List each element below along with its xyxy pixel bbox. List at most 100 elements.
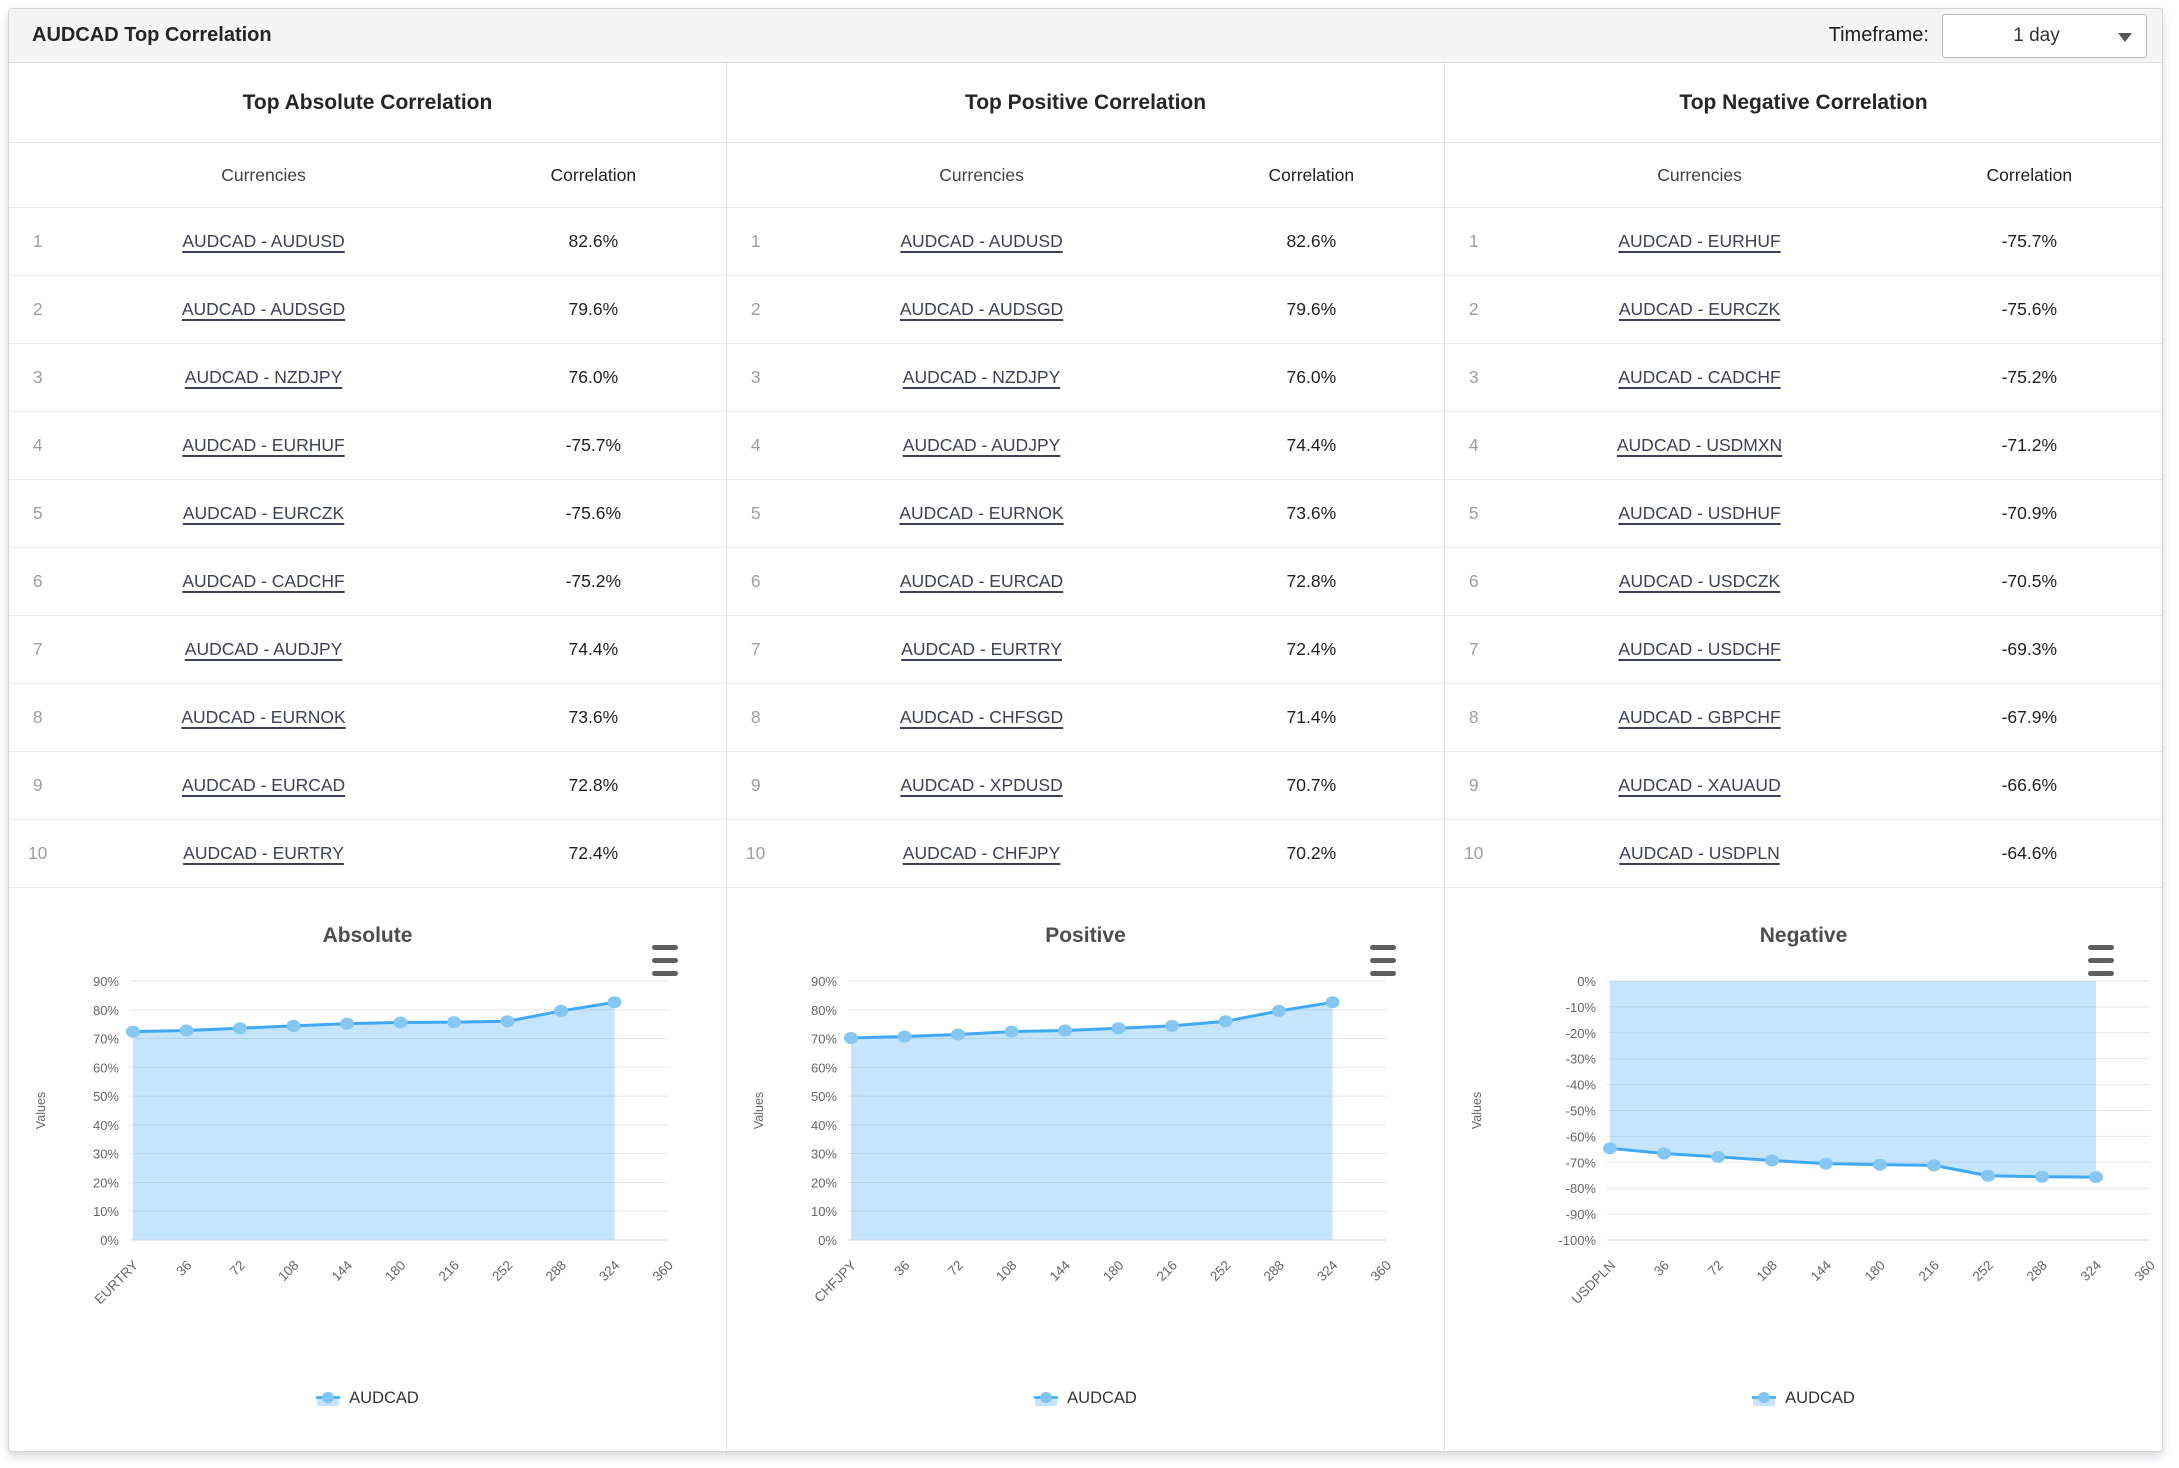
svg-text:30%: 30%: [811, 1147, 837, 1162]
svg-text:324: 324: [1314, 1257, 1341, 1284]
data-point-marker: [1165, 1019, 1179, 1032]
data-point-marker: [844, 1031, 858, 1044]
rank-cell: 8: [750, 707, 761, 727]
currency-pair-link[interactable]: AUDCAD - EURHUF: [1618, 231, 1781, 251]
table-row: 8 AUDCAD - GBPCHF -67.9%: [1445, 684, 2162, 752]
svg-text:-20%: -20%: [1566, 1026, 1597, 1041]
svg-text:288: 288: [543, 1258, 570, 1285]
svg-text:-100%: -100%: [1558, 1233, 1596, 1248]
currency-pair-link[interactable]: AUDCAD - AUDJPY: [902, 435, 1061, 455]
svg-text:-80%: -80%: [1566, 1181, 1597, 1196]
currency-pair-link[interactable]: AUDCAD - USDMXN: [1616, 435, 1783, 455]
svg-text:216: 216: [1154, 1258, 1181, 1285]
svg-text:60%: 60%: [811, 1060, 837, 1075]
currency-pair-link[interactable]: AUDCAD - NZDJPY: [902, 367, 1061, 387]
currency-pair-link[interactable]: AUDCAD - EURTRY: [901, 639, 1062, 659]
pair-cell: AUDCAD - AUDUSD: [66, 231, 460, 252]
svg-text:60%: 60%: [93, 1060, 119, 1075]
correlation-value: 82.6%: [1286, 231, 1337, 251]
correlation-value: 72.8%: [568, 775, 619, 795]
svg-text:-90%: -90%: [1566, 1207, 1597, 1222]
correlation-value: 76.0%: [568, 367, 619, 387]
panel-positive: Top Positive Correlation Currencies Corr…: [727, 63, 1445, 1451]
currency-pair-link[interactable]: AUDCAD - AUDUSD: [900, 231, 1063, 251]
currency-pair-link[interactable]: AUDCAD - EURCAD: [181, 775, 346, 795]
chart-menu-hamburger-icon[interactable]: [1370, 945, 1396, 976]
data-point-marker: [1111, 1022, 1126, 1035]
currency-pair-link[interactable]: AUDCAD - USDHUF: [1618, 503, 1781, 523]
currency-pair-link[interactable]: AUDCAD - EURNOK: [181, 707, 346, 727]
currency-pair-link[interactable]: AUDCAD - CADCHF: [182, 571, 345, 591]
svg-text:288: 288: [1261, 1258, 1288, 1285]
correlation-dashboard-card: AUDCAD Top Correlation Timeframe: 1 day …: [8, 8, 2163, 1452]
data-point-marker: [233, 1022, 247, 1035]
correlation-column-header: Correlation: [1268, 164, 1355, 185]
currency-pair-link[interactable]: AUDCAD - AUDJPY: [184, 639, 343, 659]
legend-item[interactable]: AUDCAD: [1445, 1384, 2162, 1412]
pair-cell: AUDCAD - AUDJPY: [66, 639, 460, 660]
svg-text:-60%: -60%: [1566, 1129, 1597, 1144]
data-point-marker: [1927, 1159, 1941, 1172]
currency-pair-link[interactable]: AUDCAD - GBPCHF: [1618, 707, 1781, 727]
panels: Top Absolute Correlation Currencies Corr…: [9, 63, 2162, 1451]
data-point-marker: [126, 1025, 140, 1038]
currency-pair-link[interactable]: AUDCAD - EURCZK: [182, 503, 345, 523]
currency-pair-link[interactable]: AUDCAD - AUDSGD: [899, 299, 1064, 319]
legend-item[interactable]: AUDCAD: [727, 1384, 1444, 1412]
currency-pair-link[interactable]: AUDCAD - AUDUSD: [182, 231, 345, 251]
currency-pair-link[interactable]: AUDCAD - EURNOK: [899, 503, 1064, 523]
data-point-marker: [607, 996, 622, 1009]
data-point-marker: [951, 1028, 965, 1041]
x-axis-labels: USDPLN 36 72 108 144 180 216 252 288 324 360: [1569, 1257, 2158, 1307]
table-row: 1 AUDCAD - AUDUSD 82.6%: [727, 208, 1444, 276]
table-row: 9 AUDCAD - EURCAD 72.8%: [9, 752, 726, 820]
legend-item[interactable]: AUDCAD: [9, 1384, 726, 1412]
currency-pair-link[interactable]: AUDCAD - CHFJPY: [902, 843, 1061, 863]
currency-pair-link[interactable]: AUDCAD - EURTRY: [183, 843, 344, 863]
chart-menu-hamburger-icon[interactable]: [2088, 945, 2114, 976]
gridlines: [130, 980, 668, 1241]
correlation-value: 71.4%: [1286, 707, 1337, 727]
pair-cell: AUDCAD - NZDJPY: [784, 367, 1178, 388]
pair-cell: AUDCAD - XPDUSD: [784, 775, 1178, 796]
x-axis-labels: CHFJPY 36 72 108 144 180 216 252 288 324 360: [811, 1257, 1394, 1305]
pair-cell: AUDCAD - CADCHF: [66, 571, 460, 592]
currency-pair-link[interactable]: AUDCAD - NZDJPY: [184, 367, 343, 387]
currency-pair-link[interactable]: AUDCAD - XPDUSD: [900, 775, 1063, 795]
table-title: Top Positive Correlation: [727, 63, 1444, 143]
timeframe-selected-value: 1 day: [2013, 24, 2060, 46]
rank-cell: 3: [750, 367, 761, 387]
currency-pair-link[interactable]: AUDCAD - USDCHF: [1618, 639, 1781, 659]
timeframe-select[interactable]: 1 day: [1942, 13, 2147, 58]
currencies-column-header: Currencies: [939, 164, 1024, 185]
currency-pair-link[interactable]: AUDCAD - AUDSGD: [181, 299, 346, 319]
area-fill: [851, 1002, 1333, 1240]
currency-pair-link[interactable]: AUDCAD - USDPLN: [1619, 843, 1780, 863]
svg-text:90%: 90%: [811, 974, 837, 989]
rank-cell: 9: [750, 775, 761, 795]
currency-pair-link[interactable]: AUDCAD - EURHUF: [182, 435, 345, 455]
correlation-value: 79.6%: [568, 299, 619, 319]
currency-pair-link[interactable]: AUDCAD - XAUAUD: [1618, 775, 1781, 795]
page-title: AUDCAD Top Correlation: [32, 24, 272, 46]
svg-text:80%: 80%: [811, 1003, 837, 1018]
currency-pair-link[interactable]: AUDCAD - EURCAD: [899, 571, 1064, 591]
chart-block: Negative -100% -90% -80% -70% -60% -50% -40% -3…: [1445, 888, 2162, 1451]
svg-text:-70%: -70%: [1566, 1155, 1597, 1170]
currencies-column-header: Currencies: [1657, 164, 1742, 185]
table-row: 9 AUDCAD - XAUAUD -66.6%: [1445, 752, 2162, 820]
svg-text:0%: 0%: [818, 1233, 837, 1248]
currency-pair-link[interactable]: AUDCAD - USDCZK: [1618, 571, 1781, 591]
svg-text:72: 72: [945, 1258, 966, 1279]
table-row: 5 AUDCAD - EURNOK 73.6%: [727, 480, 1444, 548]
pair-cell: AUDCAD - XAUAUD: [1502, 775, 1896, 796]
currency-pair-link[interactable]: AUDCAD - CADCHF: [1618, 367, 1781, 387]
currency-pair-link[interactable]: AUDCAD - CHFSGD: [899, 707, 1064, 727]
data-point-marker: [1981, 1169, 1995, 1182]
data-point-marker: [1058, 1024, 1072, 1037]
currency-pair-link[interactable]: AUDCAD - EURCZK: [1618, 299, 1781, 319]
chart-menu-hamburger-icon[interactable]: [652, 945, 678, 976]
table-row: 3 AUDCAD - NZDJPY 76.0%: [727, 344, 1444, 412]
pair-cell: AUDCAD - USDPLN: [1502, 843, 1896, 864]
y-axis-labels: 0% 10% 20% 30% 40% 50% 60% 70% 80% 90%: [93, 974, 119, 1248]
